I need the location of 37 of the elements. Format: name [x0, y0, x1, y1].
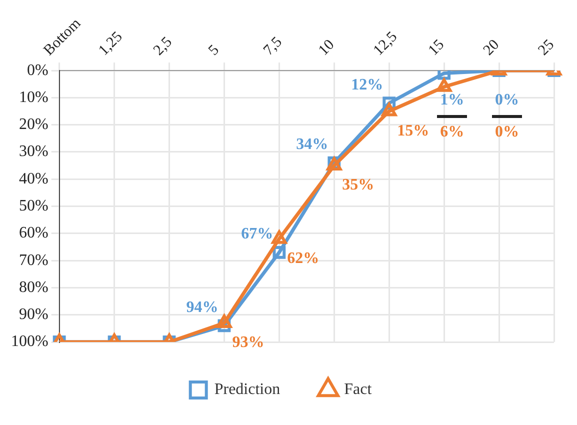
y-tick-label: 0% [27, 62, 48, 79]
point [272, 246, 286, 259]
y-tick-label: 60% [19, 224, 48, 242]
y-tick-label: 10% [19, 88, 48, 106]
data-label: 35% [342, 176, 374, 194]
data-label: 15% [397, 122, 430, 140]
data-label: 67% [241, 226, 274, 243]
data-label: 0% [495, 124, 520, 141]
data-label: 62% [287, 250, 320, 267]
y-tick-label: 50% [19, 197, 48, 214]
x-tick-label: 2,5 [150, 34, 176, 59]
y-tick-label: 90% [19, 306, 48, 324]
x-tick-label: 12,5 [370, 28, 401, 59]
x-tick-label: 1,25 [96, 28, 126, 59]
x-tick-label: 25 [536, 36, 558, 59]
data-label: 1% [440, 92, 464, 109]
point [216, 314, 232, 328]
data-label: 6% [440, 124, 464, 141]
point [272, 230, 287, 244]
y-tick-label: 20% [19, 116, 48, 134]
y-tick-label: 80% [19, 278, 48, 296]
data-label: 94% [186, 298, 218, 316]
legend-label: Fact [344, 381, 372, 398]
y-tick-label: 40% [19, 170, 48, 188]
x-tick-label: 15 [426, 36, 448, 59]
y-tick-label: 70% [19, 252, 48, 269]
legend-label: Prediction [214, 381, 280, 398]
y-tick-label: 30% [19, 143, 48, 160]
data-label: 12% [351, 76, 384, 94]
x-tick-label: 5 [206, 42, 222, 59]
data-label: 0% [495, 92, 520, 109]
x-tick-label: 20 [480, 36, 503, 59]
x-tick-label: 7,5 [260, 34, 286, 59]
y-tick-label: 100% [11, 333, 48, 350]
data-label: 93% [232, 334, 264, 352]
x-tick-label: 10 [316, 36, 338, 59]
data-label: 34% [296, 136, 328, 153]
